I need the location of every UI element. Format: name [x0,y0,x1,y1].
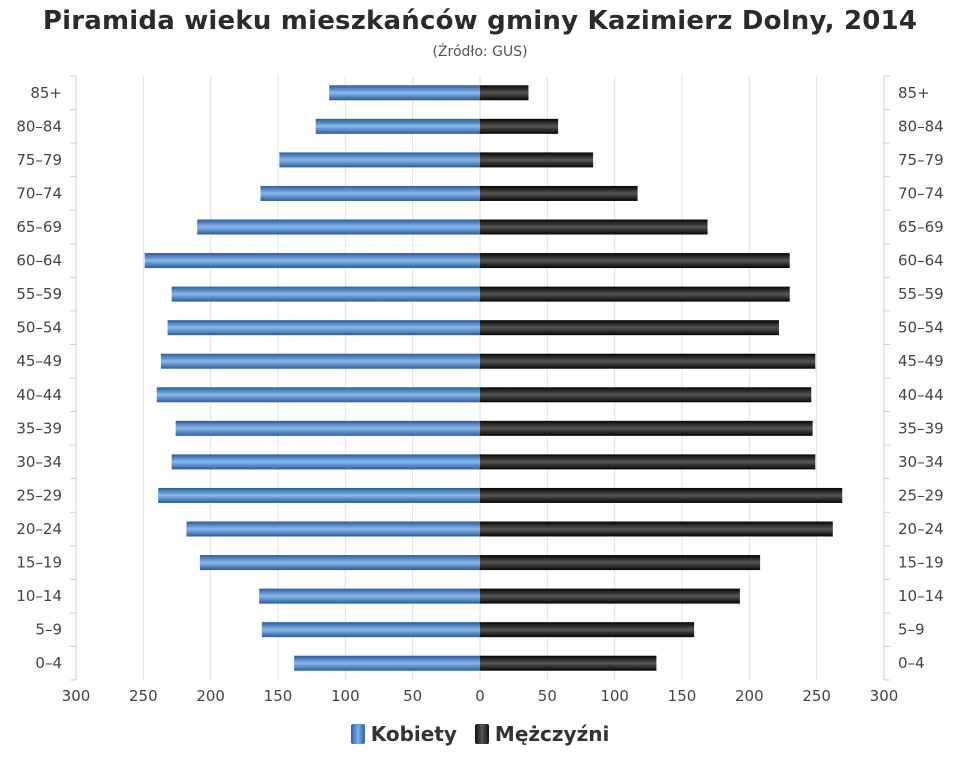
bar-mezczyzni[interactable] [480,420,813,436]
x-tick-label: 50 [403,687,422,705]
bar-kobiety[interactable] [259,588,480,604]
y-tick-label-right: 60–64 [898,252,944,270]
bar-kobiety[interactable] [160,353,480,369]
y-tick-label-right: 55–59 [898,285,944,303]
bar-kobiety[interactable] [144,253,480,269]
bar-kobiety[interactable] [199,555,481,571]
bar-kobiety[interactable] [279,152,480,168]
y-tick-label-left: 45–49 [16,352,62,370]
y-tick-label-left: 60–64 [16,252,62,270]
bar-kobiety[interactable] [156,387,481,403]
x-tick-label: 300 [62,687,91,705]
y-tick-label-left: 70–74 [16,184,62,202]
bar-mezczyzni[interactable] [480,387,812,403]
bar-mezczyzni[interactable] [480,454,816,470]
y-tick-label-left: 25–29 [16,486,62,504]
x-tick-label: 50 [538,687,557,705]
x-tick-label: 200 [735,687,764,705]
bar-mezczyzni[interactable] [480,622,695,638]
x-tick-label: 100 [331,687,360,705]
bar-kobiety[interactable] [167,320,480,336]
y-tick-label-left: 20–24 [16,520,62,538]
legend-item-mezczyzni[interactable]: Mężczyźni [474,722,610,746]
y-tick-label-right: 70–74 [898,184,944,202]
chart-subtitle: (Źródło: GUS) [432,44,528,60]
x-tick-label: 250 [129,687,158,705]
y-tick-label-right: 85+ [898,84,930,102]
y-tick-label-left: 35–39 [16,419,62,437]
bar-kobiety[interactable] [261,622,480,638]
bar-kobiety[interactable] [315,118,480,134]
y-tick-label-right: 25–29 [898,486,944,504]
y-tick-label-left: 5–9 [35,621,62,639]
y-tick-label-left: 30–34 [16,453,62,471]
chart-title: Piramida wieku mieszkańców gminy Kazimie… [42,6,918,36]
bar-mezczyzni[interactable] [480,521,833,537]
bar-mezczyzni[interactable] [480,353,816,369]
bar-mezczyzni[interactable] [480,152,594,168]
y-tick-label-left: 75–79 [16,151,62,169]
x-tick-label: 150 [264,687,293,705]
x-tick-label: 300 [870,687,899,705]
grid-lines [70,75,890,681]
y-tick-label-left: 40–44 [16,386,62,404]
y-tick-label-left: 55–59 [16,285,62,303]
y-tick-label-right: 50–54 [898,319,944,337]
y-tick-label-right: 20–24 [898,520,944,538]
legend: Kobiety Mężczyźni [0,722,960,746]
bar-kobiety[interactable] [294,655,480,671]
bar-kobiety[interactable] [171,454,480,470]
x-tick-label: 100 [600,687,629,705]
legend-swatch-kobiety [350,724,365,744]
bar-mezczyzni[interactable] [480,286,790,302]
bar-kobiety[interactable] [329,85,480,101]
bar-kobiety[interactable] [158,487,480,503]
y-tick-label-right: 35–39 [898,419,944,437]
bar-mezczyzni[interactable] [480,320,779,336]
y-tick-label-right: 75–79 [898,151,944,169]
y-tick-label-right: 0–4 [898,654,925,672]
bar-kobiety[interactable] [175,420,481,436]
bar-mezczyzni[interactable] [480,655,657,671]
y-tick-label-left: 15–19 [16,554,62,572]
y-tick-label-left: 10–14 [16,587,62,605]
bar-kobiety[interactable] [197,219,480,235]
y-tick-label-right: 15–19 [898,554,944,572]
y-tick-label-right: 30–34 [898,453,944,471]
y-tick-label-right: 65–69 [898,218,944,236]
y-tick-label-left: 80–84 [16,117,62,135]
bar-mezczyzni[interactable] [480,185,638,201]
x-tick-label: 250 [802,687,831,705]
bar-mezczyzni[interactable] [480,118,559,134]
legend-swatch-mezczyzni [474,724,489,744]
y-tick-label-left: 85+ [30,84,62,102]
x-tick-label: 200 [196,687,225,705]
bar-mezczyzni[interactable] [480,219,708,235]
bar-kobiety[interactable] [260,185,480,201]
x-tick-label: 150 [668,687,697,705]
bar-kobiety[interactable] [171,286,480,302]
tick-labels: 300 250 200 150 100 50 0 50 100 150 200 250 300 85+ 85… [16,84,943,705]
y-tick-label-left: 0–4 [35,654,62,672]
y-tick-label-right: 40–44 [898,386,944,404]
bar-kobiety[interactable] [186,521,480,537]
y-tick-label-left: 50–54 [16,319,62,337]
bar-mezczyzni[interactable] [480,555,761,571]
y-tick-label-right: 45–49 [898,352,944,370]
y-tick-label-right: 10–14 [898,587,944,605]
bar-mezczyzni[interactable] [480,487,843,503]
y-tick-label-right: 80–84 [898,117,944,135]
y-tick-label-right: 5–9 [898,621,925,639]
bar-mezczyzni[interactable] [480,85,529,101]
bars [144,85,843,671]
legend-label-kobiety: Kobiety [370,722,457,746]
x-tick-label: 0 [475,687,485,705]
y-tick-label-left: 65–69 [16,218,62,236]
bar-mezczyzni[interactable] [480,253,790,269]
legend-label-mezczyzni: Mężczyźni [494,722,610,746]
legend-item-kobiety[interactable]: Kobiety [350,722,457,746]
bar-mezczyzni[interactable] [480,588,740,604]
